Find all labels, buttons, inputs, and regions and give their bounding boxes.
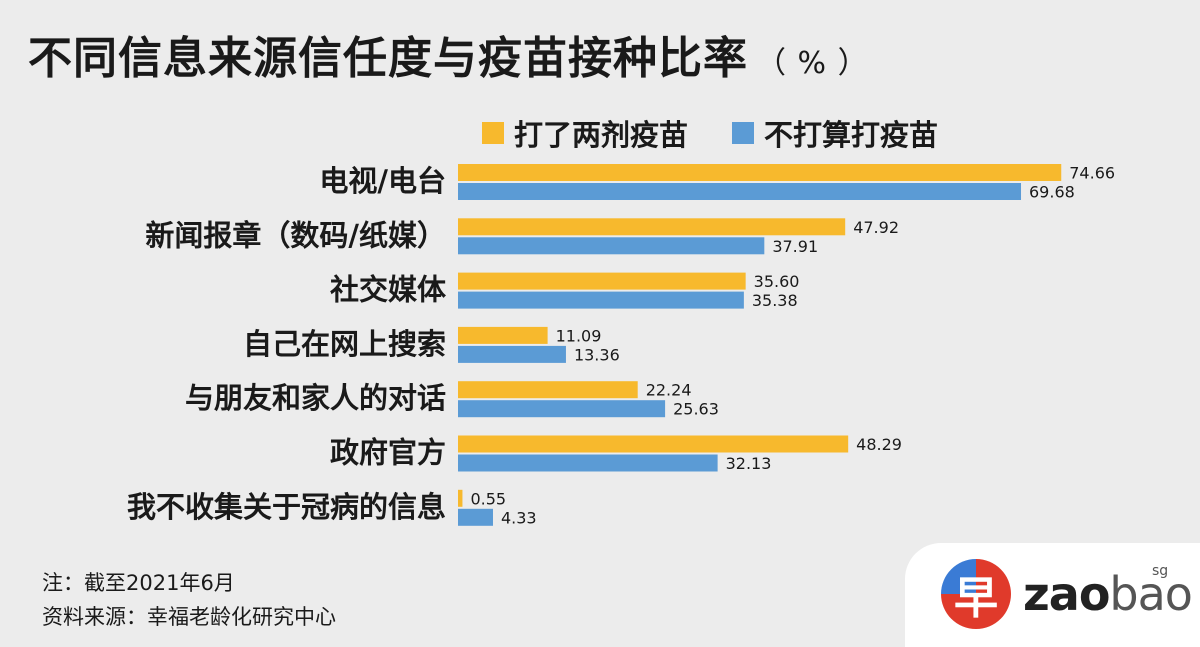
logo-glyph: 早 <box>954 573 998 624</box>
bar-not-planning <box>458 454 718 472</box>
bar-not-planning <box>458 508 493 526</box>
value-label-vaccinated: 22.24 <box>646 381 692 400</box>
value-label-not-planning: 35.38 <box>752 291 798 310</box>
logo-text-bold: zao <box>1023 567 1110 621</box>
logo-text-light: bao <box>1109 567 1193 621</box>
value-label-vaccinated: 35.60 <box>754 272 800 291</box>
value-label-vaccinated: 47.92 <box>853 218 899 237</box>
bar-vaccinated <box>458 326 548 344</box>
bar-not-planning <box>458 291 744 309</box>
zaobao-logo: 早 zaobao sg <box>905 543 1200 647</box>
value-label-not-planning: 37.91 <box>772 237 818 256</box>
legend-label-vaccinated: 打了两剂疫苗 <box>514 118 689 152</box>
bar-vaccinated <box>458 272 746 290</box>
legend: 打了两剂疫苗 不打算打疫苗 <box>482 112 938 154</box>
legend-item-vaccinated: 打了两剂疫苗 <box>482 112 688 154</box>
footnotes: 注：截至2021年6月 资料来源：幸福老龄化研究中心 <box>42 566 336 634</box>
value-label-not-planning: 32.13 <box>726 454 772 473</box>
bar-not-planning <box>458 345 566 363</box>
value-label-not-planning: 13.36 <box>574 345 620 364</box>
bar-not-planning <box>458 400 666 418</box>
bar-vaccinated <box>458 218 846 236</box>
legend-item-not-planning: 不打算打疫苗 <box>732 112 938 154</box>
chart-title: 不同信息来源信任度与疫苗接种比率（ % ） <box>28 22 869 86</box>
chart-title-text: 不同信息来源信任度与疫苗接种比率 <box>28 33 748 84</box>
value-label-not-planning: 4.33 <box>501 508 537 527</box>
category-label: 政府官方 <box>330 436 446 470</box>
bar-not-planning <box>458 183 1022 200</box>
logo-circle-icon: 早 <box>941 559 1011 629</box>
logo-wordmark: zaobao <box>1023 567 1193 621</box>
category-label: 与朋友和家人的对话 <box>185 381 446 415</box>
legend-swatch-not-planning <box>732 122 755 144</box>
value-label-not-planning: 25.63 <box>673 400 719 419</box>
bar-vaccinated <box>458 381 638 399</box>
logo-suffix: sg <box>1152 563 1169 579</box>
category-label: 新闻报章（数码/纸媒） <box>145 218 446 252</box>
value-label-vaccinated: 0.55 <box>470 489 506 508</box>
bar-vaccinated <box>458 435 849 453</box>
note-source: 资料来源：幸福老龄化研究中心 <box>42 605 336 629</box>
chart-title-unit: （ % ） <box>756 46 869 81</box>
bar-vaccinated <box>458 164 1062 181</box>
bar-vaccinated <box>458 489 463 507</box>
value-label-vaccinated: 48.29 <box>856 435 902 454</box>
category-label: 我不收集关于冠病的信息 <box>127 490 446 524</box>
value-label-vaccinated: 74.66 <box>1069 164 1115 183</box>
category-label: 电视/电台 <box>319 164 446 198</box>
value-label-not-planning: 69.68 <box>1029 183 1075 202</box>
category-label: 社交媒体 <box>330 273 447 307</box>
note-date: 注：截至2021年6月 <box>42 571 235 595</box>
bar-not-planning <box>458 237 765 255</box>
legend-label-not-planning: 不打算打疫苗 <box>764 118 939 152</box>
legend-swatch-vaccinated <box>482 122 504 144</box>
value-label-vaccinated: 11.09 <box>556 326 602 345</box>
category-label: 自己在网上搜索 <box>243 327 446 361</box>
